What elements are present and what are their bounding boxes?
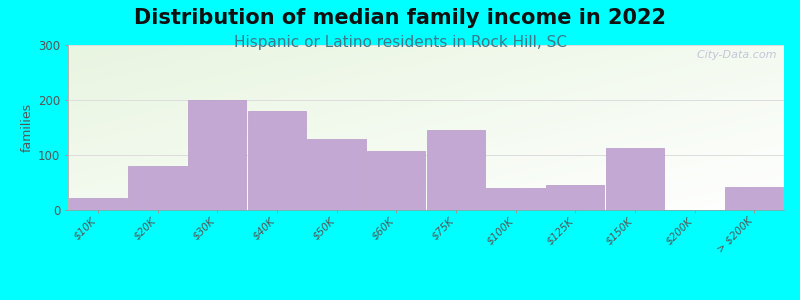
Y-axis label: families: families	[21, 103, 34, 152]
Bar	[367, 151, 426, 210]
Text: City-Data.com: City-Data.com	[690, 50, 777, 60]
Text: Distribution of median family income in 2022: Distribution of median family income in …	[134, 8, 666, 28]
Bar	[247, 111, 306, 210]
Text: Hispanic or Latino residents in Rock Hill, SC: Hispanic or Latino residents in Rock Hil…	[234, 34, 566, 50]
Bar	[307, 139, 366, 210]
Bar	[69, 198, 127, 210]
Bar	[486, 188, 545, 210]
Bar	[725, 187, 783, 210]
Bar	[128, 166, 186, 210]
Bar	[606, 148, 664, 210]
Bar	[546, 185, 605, 210]
Bar	[188, 100, 246, 210]
Bar	[426, 130, 485, 210]
